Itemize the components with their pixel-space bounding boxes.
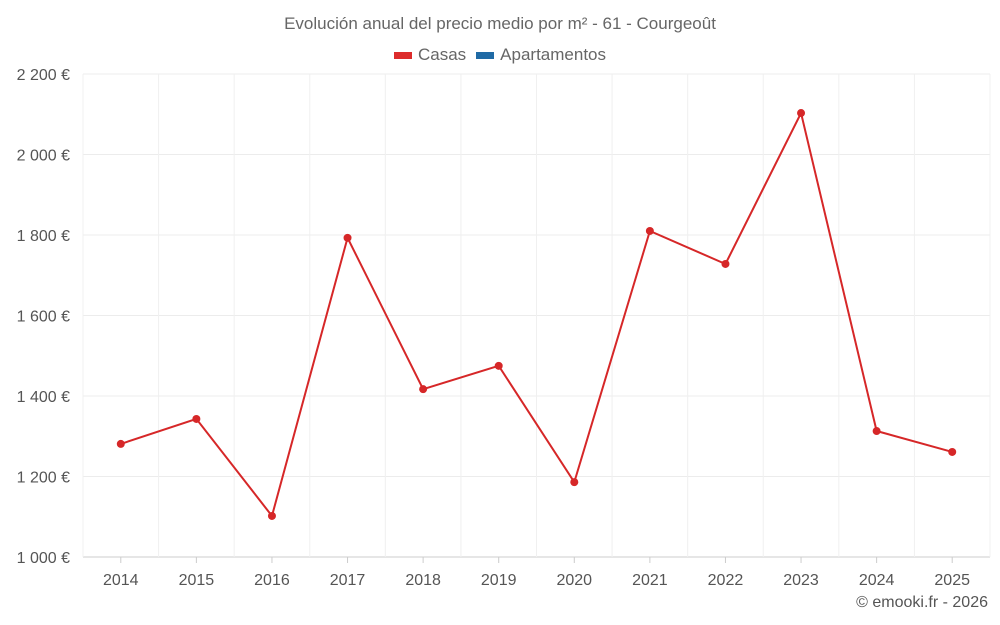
data-point — [494, 361, 503, 370]
data-point — [948, 447, 957, 456]
x-tick-label: 2025 — [934, 572, 970, 589]
series-line-casas — [120, 110, 953, 519]
x-tick-label: 2014 — [103, 572, 139, 589]
x-tick-label: 2016 — [254, 572, 290, 589]
y-tick-label: 2 000 € — [17, 148, 70, 165]
legend-swatch-casas — [393, 51, 412, 59]
legend-swatch-apartamentos — [476, 51, 495, 59]
y-tick-label: 1 600 € — [17, 309, 70, 326]
x-tick-label: 2020 — [556, 572, 592, 589]
x-tick-label: 2015 — [179, 572, 215, 589]
legend-item-apartamentos[interactable]: Apartamentos — [476, 45, 606, 65]
legend-label: Casas — [417, 45, 467, 64]
y-tick-label: 1 200 € — [17, 470, 70, 487]
credit: © emooki.fr - 2026 — [856, 594, 988, 611]
legend: Casas Apartamentos — [0, 45, 1000, 65]
x-tick-label: 2023 — [783, 572, 819, 589]
data-point — [721, 259, 730, 268]
legend-item-casas[interactable]: Casas — [393, 45, 467, 65]
data-point — [267, 511, 276, 520]
y-tick-label: 1 400 € — [17, 389, 70, 406]
data-point — [419, 385, 428, 394]
data-point — [570, 478, 579, 487]
data-point — [343, 233, 352, 242]
data-point — [797, 109, 806, 118]
x-tick-label: 2022 — [708, 572, 744, 589]
y-tick-label: 1 800 € — [17, 228, 70, 245]
legend-label: Apartamentos — [500, 45, 607, 64]
x-tick-label: 2018 — [405, 572, 441, 589]
x-tick-label: 2024 — [859, 572, 895, 589]
y-tick-label: 1 000 € — [17, 550, 70, 567]
y-tick-label: 2 200 € — [17, 67, 70, 84]
chart-title: Evolución anual del precio medio por m² … — [284, 14, 716, 33]
data-point — [645, 226, 654, 235]
x-tick-label: 2017 — [330, 572, 366, 589]
data-point — [192, 414, 201, 423]
x-tick-label: 2019 — [481, 572, 517, 589]
data-point — [116, 439, 125, 448]
data-point — [872, 427, 881, 436]
x-tick-label: 2021 — [632, 572, 668, 589]
